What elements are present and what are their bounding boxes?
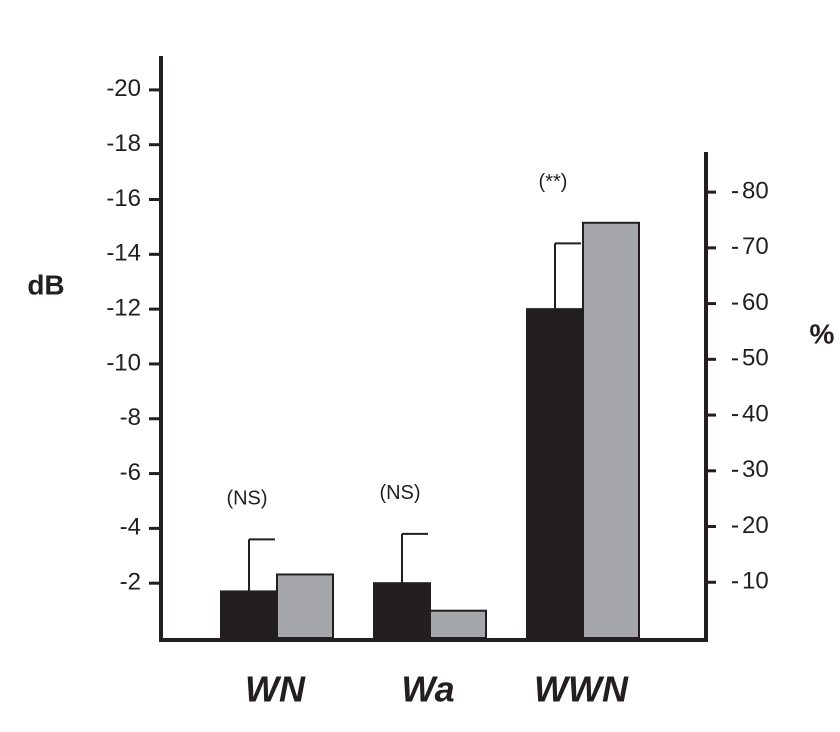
- annotation: (NS): [379, 482, 420, 504]
- bar: [429, 609, 487, 640]
- y2-tick-label: 70: [742, 233, 769, 260]
- y-tick-label: -18: [106, 130, 141, 157]
- y2-tick-label: 20: [742, 512, 769, 539]
- bar: [373, 582, 431, 639]
- annotation: (NS): [226, 488, 267, 510]
- y2-tick-label: 10: [742, 568, 769, 595]
- y2-tick-label: 50: [742, 345, 769, 372]
- y-tick-label: -20: [106, 75, 141, 102]
- y-tick-label: -8: [120, 404, 141, 431]
- y2-tick-label: 40: [742, 400, 769, 427]
- y2-tick-label: 80: [742, 177, 769, 204]
- y-tick-label: -4: [120, 514, 141, 541]
- x-tick-label: Wa: [401, 669, 454, 710]
- y2-axis-label: %: [810, 318, 835, 349]
- y-tick-label: -10: [106, 349, 141, 376]
- y-tick-label: -16: [106, 185, 141, 212]
- y-tick-label: -12: [106, 294, 141, 321]
- bar: [276, 573, 334, 640]
- y-tick-label: -2: [120, 569, 141, 596]
- x-tick-label: WWN: [534, 669, 629, 710]
- bar: [220, 590, 278, 640]
- y2-tick-label: 60: [742, 289, 769, 316]
- y-tick-label: -6: [120, 459, 141, 486]
- bar: [526, 308, 584, 639]
- x-tick-label: WN: [245, 669, 306, 710]
- y-axis-label: dB: [27, 269, 64, 300]
- y2-tick-label: 30: [742, 456, 769, 483]
- bar: [582, 221, 640, 639]
- y-tick-label: -14: [106, 240, 141, 267]
- annotation: (**): [539, 171, 568, 193]
